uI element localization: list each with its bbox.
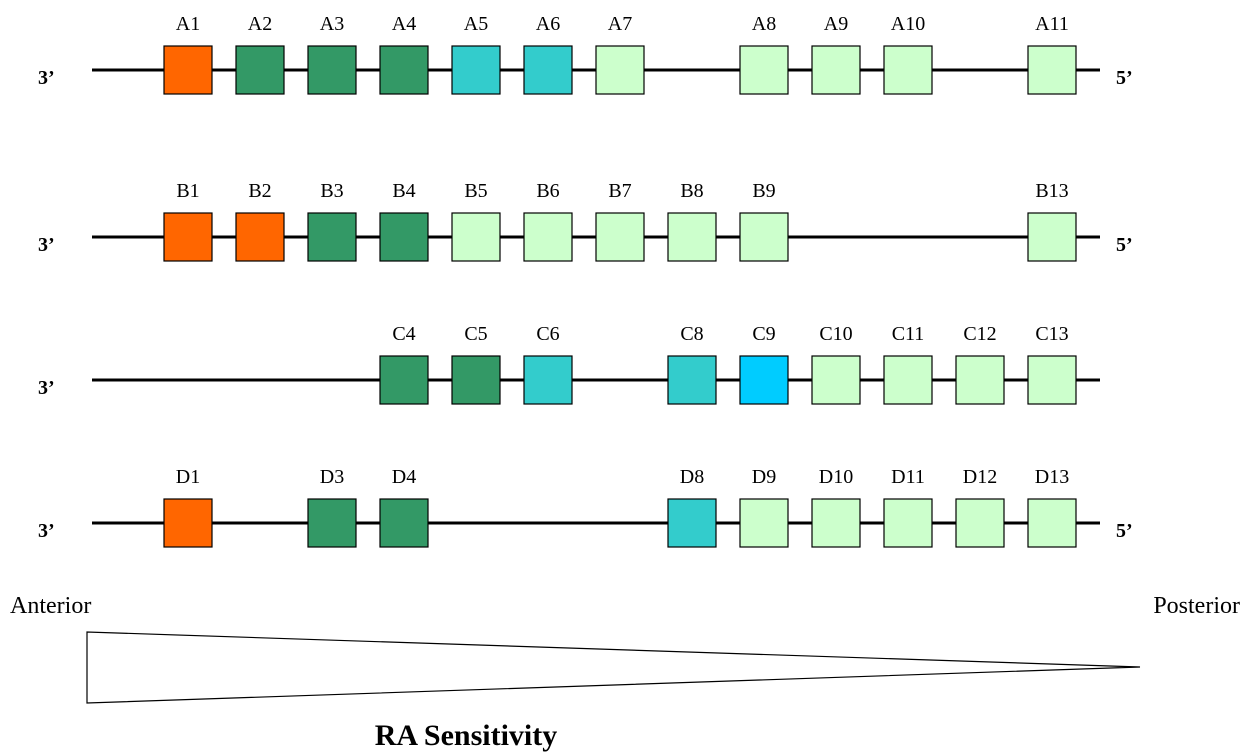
gene-box [379, 212, 429, 262]
gene-label: B1 [176, 180, 199, 202]
gene-label: B5 [464, 180, 487, 202]
gradient-title: RA Sensitivity [375, 719, 558, 752]
gene-box [307, 498, 357, 548]
gene-label: B4 [392, 180, 415, 202]
five-prime-label: 5’ [1116, 67, 1133, 89]
gene-box [1027, 355, 1077, 405]
five-prime-label: 5’ [1116, 520, 1133, 542]
gene-box [667, 355, 717, 405]
gene-label: A1 [176, 13, 200, 35]
three-prime-label: 3’ [38, 234, 55, 256]
gene-label: C4 [392, 323, 415, 345]
gene-label: C13 [1035, 323, 1068, 345]
gene-label: C6 [536, 323, 559, 345]
gene-label: B2 [248, 180, 271, 202]
gene-label: C11 [892, 323, 925, 345]
gene-box [883, 45, 933, 95]
gene-box [379, 355, 429, 405]
gene-box [379, 498, 429, 548]
gene-box [883, 355, 933, 405]
gene-box [379, 45, 429, 95]
gene-box [523, 45, 573, 95]
gene-label: C12 [963, 323, 996, 345]
gene-label: A8 [752, 13, 776, 35]
gene-box [739, 212, 789, 262]
gene-box [307, 212, 357, 262]
gene-label: A6 [536, 13, 560, 35]
gene-box [811, 498, 861, 548]
gene-label: A4 [392, 13, 416, 35]
gene-box [451, 355, 501, 405]
gradient-wedge [86, 631, 1141, 704]
gene-label: D3 [320, 466, 344, 488]
gene-label: B6 [536, 180, 559, 202]
gene-label: A5 [464, 13, 488, 35]
gene-label: A2 [248, 13, 272, 35]
gene-label: D4 [392, 466, 416, 488]
five-prime-label: 5’ [1116, 234, 1133, 256]
gene-label: D8 [680, 466, 704, 488]
gene-label: D13 [1035, 466, 1069, 488]
gene-label: D1 [176, 466, 200, 488]
gene-box [739, 45, 789, 95]
gene-box [883, 498, 933, 548]
gene-label: A7 [608, 13, 632, 35]
gene-label: D9 [752, 466, 776, 488]
gene-box [163, 45, 213, 95]
gene-box [955, 498, 1005, 548]
gene-label: B7 [608, 180, 631, 202]
gene-box [451, 45, 501, 95]
gene-box [235, 212, 285, 262]
gene-label: C9 [752, 323, 775, 345]
gene-label: A3 [320, 13, 344, 35]
gene-label: D12 [963, 466, 997, 488]
gene-label: D11 [891, 466, 925, 488]
gene-label: A11 [1035, 13, 1069, 35]
gene-label: C10 [819, 323, 852, 345]
gene-box [163, 498, 213, 548]
gene-box [595, 212, 645, 262]
three-prime-label: 3’ [38, 377, 55, 399]
anterior-label: Anterior [10, 593, 91, 619]
gene-label: B3 [320, 180, 343, 202]
gene-box [1027, 45, 1077, 95]
gene-label: C8 [680, 323, 703, 345]
gene-label: B13 [1035, 180, 1068, 202]
gene-label: C5 [464, 323, 487, 345]
gene-box [523, 355, 573, 405]
gene-box [523, 212, 573, 262]
gene-box [163, 212, 213, 262]
gene-box [1027, 498, 1077, 548]
three-prime-label: 3’ [38, 520, 55, 542]
gene-label: B8 [680, 180, 703, 202]
gene-box [235, 45, 285, 95]
gene-box [307, 45, 357, 95]
gene-box [739, 355, 789, 405]
three-prime-label: 3’ [38, 67, 55, 89]
posterior-label: Posterior [1153, 593, 1240, 619]
gene-box [811, 45, 861, 95]
gene-label: A9 [824, 13, 848, 35]
gene-box [667, 498, 717, 548]
gene-box [955, 355, 1005, 405]
gene-box [811, 355, 861, 405]
gene-box [595, 45, 645, 95]
gene-label: A10 [891, 13, 925, 35]
gene-box [667, 212, 717, 262]
gene-label: D10 [819, 466, 853, 488]
gene-box [1027, 212, 1077, 262]
gene-box [451, 212, 501, 262]
gene-label: B9 [752, 180, 775, 202]
gene-box [739, 498, 789, 548]
